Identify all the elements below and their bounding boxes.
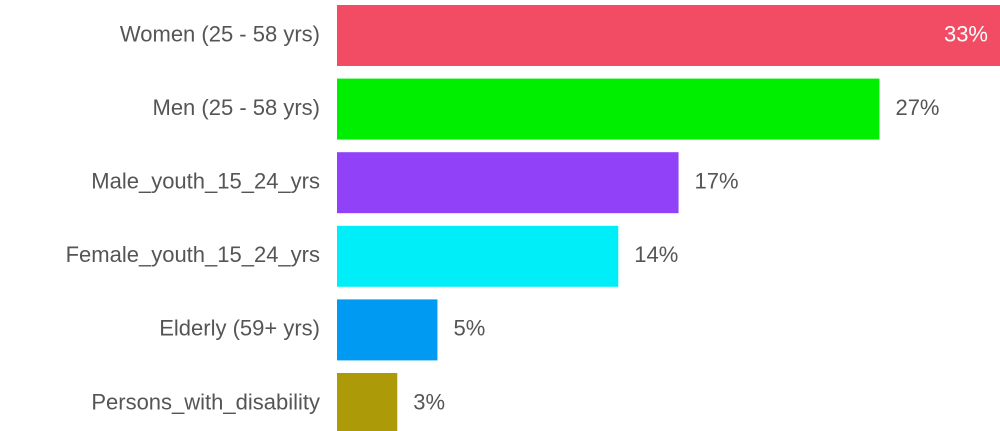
category-label: Male_youth_15_24_yrs	[91, 169, 320, 194]
value-label: 17%	[695, 169, 739, 194]
category-label: Female_youth_15_24_yrs	[66, 242, 320, 267]
bar	[337, 373, 398, 431]
bar	[337, 152, 679, 214]
category-label: Elderly (59+ yrs)	[159, 316, 320, 341]
value-label: 3%	[413, 389, 445, 414]
bar	[337, 225, 619, 287]
category-label: Persons_with_disability	[91, 389, 320, 414]
bar	[337, 299, 438, 361]
bar	[337, 78, 880, 140]
category-label: Women (25 - 58 yrs)	[120, 21, 320, 46]
value-label: 14%	[634, 242, 678, 267]
value-label: 33%	[944, 21, 988, 46]
bar	[337, 5, 1000, 66]
value-label: 27%	[895, 95, 939, 120]
category-label: Men (25 - 58 yrs)	[153, 95, 321, 120]
value-label: 5%	[453, 316, 485, 341]
